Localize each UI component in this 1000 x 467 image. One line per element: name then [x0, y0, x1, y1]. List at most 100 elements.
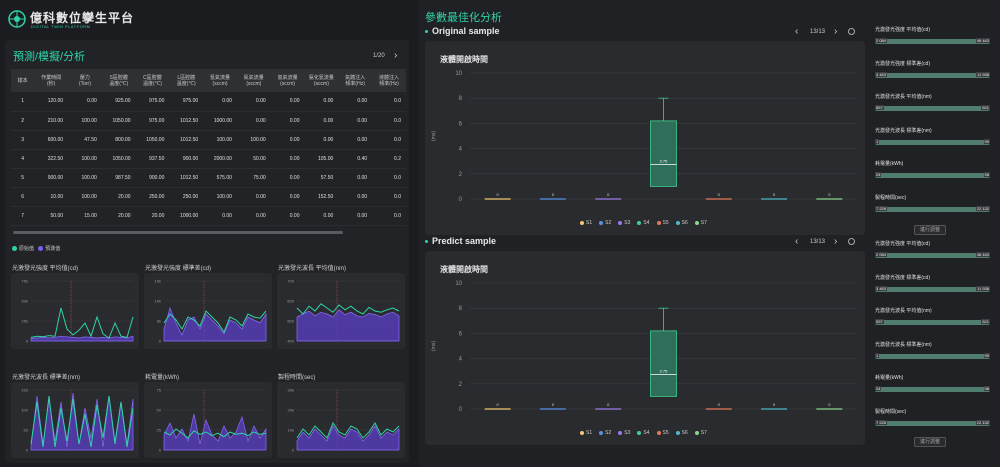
param-range-slider[interactable]: 1 99	[875, 138, 990, 145]
table-header-cell: 氨化氫流量 (sccm)	[304, 69, 339, 92]
legend-item[interactable]: S2	[599, 220, 611, 226]
table-row[interactable]: 1 120.00 0.00 925.00 975.00 975.00 0.00 0.00 0.0…	[11, 92, 406, 112]
adjust-button[interactable]: 進行調整	[914, 225, 946, 235]
legend-item[interactable]: S5	[656, 220, 669, 226]
adjust-button[interactable]: 進行調整	[914, 437, 946, 447]
section-prev-button[interactable]: ‹	[795, 236, 799, 247]
y-tick-label: 10k	[155, 299, 161, 304]
param-range-slider[interactable]: 7 226 22 132	[875, 205, 990, 212]
table-cell: 800.00	[101, 130, 136, 150]
table-cell: 0.0	[372, 206, 406, 226]
y-tick-label: 2	[459, 382, 463, 388]
table-cell: 15.00	[68, 206, 102, 226]
table-header-cell: L區腔體 溫度(℃)	[169, 69, 204, 92]
mini-chart-svg: 75k 50k 25k 0	[22, 279, 134, 344]
table-cell: 0.2	[372, 149, 406, 169]
y-tick-label: 50	[24, 428, 29, 433]
box-S4[interactable]	[650, 120, 677, 187]
table-cell: 100.00	[203, 187, 237, 207]
slider-max-value: 99	[983, 352, 990, 358]
legend-label: S4	[643, 430, 650, 436]
section-settings-icon[interactable]	[848, 28, 855, 35]
predicted-series-area	[30, 335, 134, 342]
param-range-slider[interactable]: 24 98	[875, 172, 990, 178]
section-next-button[interactable]: ›	[834, 236, 838, 247]
legend-label: S1	[586, 220, 593, 226]
boxplot-legend: S1 S2 S3 S4 S5 S6 S7	[580, 421, 714, 439]
y-tick-label: 5k	[157, 319, 161, 324]
legend-item[interactable]: S1	[580, 220, 592, 226]
mini-chart: 700 600 500 400	[277, 273, 405, 349]
table-cell: 0.00	[304, 111, 339, 131]
legend-item[interactable]: S6	[675, 430, 688, 436]
y-tick-label: 2	[459, 172, 463, 178]
table-cell: 20.00	[101, 206, 136, 226]
y-tick-label: 0	[292, 448, 295, 453]
legend-item[interactable]: S4	[637, 430, 650, 436]
table-cell: 0.0	[372, 130, 406, 150]
boxplot-svg: 10 8 6 4 2 0 (ms) 0 0 0 2.75 0 0 0	[431, 281, 857, 413]
table-row[interactable]: 6 10.00 100.00 20.00 250.00 250.00 100.00 0.00 0…	[11, 187, 406, 207]
y-tick-label: 8	[459, 306, 463, 312]
table-header-row: 樣本 作業時間 (秒) 壓力 (Torr) S區腔體 溫度(℃) C區腔體 溫度(℃) L…	[11, 69, 406, 92]
table-horizontal-scrollbar[interactable]	[13, 231, 343, 234]
table-next-button[interactable]: ›	[394, 50, 398, 61]
param-range-slider[interactable]: 1 99	[875, 352, 990, 359]
y-tick-label: 10k	[288, 428, 294, 433]
table-cell: 0.00	[236, 206, 271, 226]
param-range-slider[interactable]: 3 463 11 938	[875, 285, 990, 292]
legend-item[interactable]: S7	[694, 220, 707, 226]
legend-dot-icon	[675, 430, 680, 435]
slider-min-value: 3 463	[875, 285, 888, 291]
mini-chart: 15k 10k 5k 0	[144, 273, 272, 349]
series-legend: 原始值 預測值	[12, 245, 60, 252]
param-range-slider[interactable]: 24 98	[875, 386, 990, 392]
param-label: 光激發光波長 標準差(nm)	[875, 341, 932, 348]
legend-item[interactable]: S2	[599, 430, 611, 436]
table-cell: 0.00	[270, 206, 305, 226]
table-cell: 152.50	[304, 187, 339, 207]
table-cell: 0.00	[203, 92, 237, 112]
y-tick-label: 600	[287, 299, 294, 304]
box-S4[interactable]	[650, 330, 677, 397]
slider-max-value: 22 132	[975, 205, 990, 211]
table-cell: 47.50	[68, 130, 102, 150]
legend-item[interactable]: S6	[675, 220, 688, 226]
table-row[interactable]: 4 322.50 100.00 1050.00 937.50 900.00 2000.00 5…	[11, 149, 406, 169]
legend-label: S2	[605, 430, 612, 436]
param-range-slider[interactable]: 597 621	[875, 319, 990, 325]
legend-item[interactable]: S5	[656, 430, 669, 436]
slider-min-value: 3 463	[875, 71, 888, 77]
param-range-slider[interactable]: 2 084 46 443	[875, 252, 990, 258]
legend-item[interactable]: S7	[694, 430, 707, 436]
table-row[interactable]: 5 900.00 100.00 987.50 900.00 1012.50 575.00 75…	[11, 168, 406, 188]
legend-label: S2	[605, 220, 612, 226]
table-row[interactable]: 3 600.00 47.50 800.00 1050.00 1012.50 100.00 10…	[11, 130, 406, 150]
legend-item[interactable]: S3	[618, 220, 630, 226]
param-range-slider[interactable]: 7 226 22 132	[875, 419, 990, 426]
section-next-button[interactable]: ›	[834, 26, 838, 37]
param-range-slider[interactable]: 2 084 46 443	[875, 38, 990, 44]
table-pager: 1/20	[373, 53, 385, 59]
slider-max-value: 46 443	[975, 252, 990, 257]
slider-min-value: 1	[875, 138, 880, 144]
table-cell: 3	[11, 130, 35, 150]
mini-chart-title: 光激發光強度 平均值(cd)	[12, 266, 79, 272]
param-range-slider[interactable]: 597 621	[875, 105, 990, 111]
table-row[interactable]: 7 50.00 15.00 20.00 20.00 1000.00 0.00 0.00 0.00…	[11, 206, 406, 226]
section-prev-button[interactable]: ‹	[795, 26, 799, 37]
legend-item[interactable]: S4	[637, 220, 650, 226]
param-range-slider[interactable]: 3 463 11 938	[875, 71, 990, 78]
legend-label: S5	[662, 430, 669, 436]
slider-max-value: 98	[983, 386, 990, 391]
table-cell: 0.00	[338, 111, 373, 131]
legend-item[interactable]: S3	[618, 430, 630, 436]
legend-item[interactable]: S1	[580, 430, 592, 436]
table-cell: 5	[11, 168, 35, 188]
mini-chart: 75 50 25 0	[144, 382, 272, 458]
section-settings-icon[interactable]	[848, 238, 855, 245]
table-row[interactable]: 2 210.00 100.00 1050.00 975.00 1012.50 1000.00…	[11, 111, 406, 131]
zero-label: 0	[718, 192, 721, 197]
table-cell: 600.00	[34, 130, 69, 150]
table-cell: 0.00	[236, 111, 271, 131]
